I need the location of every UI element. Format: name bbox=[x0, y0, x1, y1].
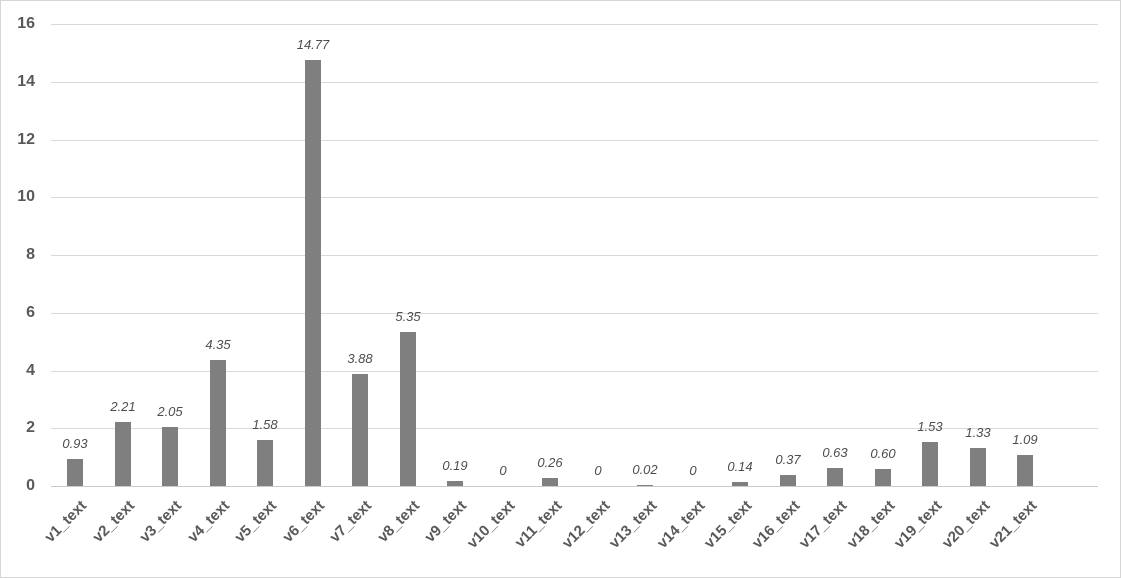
category-label-v15_text: v15_text bbox=[700, 497, 756, 552]
data-label-v6_text: 14.77 bbox=[296, 37, 330, 52]
y-tick-label: 4 bbox=[26, 362, 35, 379]
data-label-v3_text: 2.05 bbox=[157, 404, 183, 419]
category-label-v18_text: v18_text bbox=[843, 497, 899, 552]
y-tick-label: 14 bbox=[17, 73, 35, 90]
category-label-v3_text: v3_text bbox=[136, 497, 186, 546]
x-axis-line bbox=[51, 486, 1098, 487]
y-tick-label: 2 bbox=[26, 419, 35, 436]
bar-v16_text bbox=[780, 475, 796, 486]
category-label-v5_text: v5_text bbox=[231, 497, 281, 546]
bar-v11_text bbox=[542, 478, 558, 486]
bar-v15_text bbox=[732, 482, 748, 486]
data-label-v12_text: 0 bbox=[594, 463, 602, 478]
y-tick-label: 6 bbox=[26, 304, 35, 321]
category-label-v13_text: v13_text bbox=[605, 497, 661, 552]
y-tick-label: 0 bbox=[26, 477, 35, 494]
data-label-v9_text: 0.19 bbox=[442, 458, 468, 473]
category-label-v4_text: v4_text bbox=[184, 497, 234, 546]
gridline bbox=[51, 428, 1098, 429]
data-label-v5_text: 1.58 bbox=[252, 417, 278, 432]
data-label-v11_text: 0.26 bbox=[537, 455, 563, 470]
bar-v1_text bbox=[67, 459, 83, 486]
bar-v19_text bbox=[922, 442, 938, 486]
bar-v8_text bbox=[400, 332, 416, 486]
bar-v4_text bbox=[210, 360, 226, 486]
data-label-v21_text: 1.09 bbox=[1012, 432, 1038, 447]
bar-v13_text bbox=[637, 485, 653, 486]
data-label-v1_text: 0.93 bbox=[62, 436, 88, 451]
data-label-v19_text: 1.53 bbox=[917, 419, 943, 434]
bar-v6_text bbox=[305, 60, 321, 486]
bar-v17_text bbox=[827, 468, 843, 486]
bar-v20_text bbox=[970, 448, 986, 486]
data-label-v8_text: 5.35 bbox=[395, 309, 421, 324]
gridline bbox=[51, 82, 1098, 83]
category-label-v11_text: v11_text bbox=[511, 497, 566, 552]
data-label-v10_text: 0 bbox=[499, 463, 507, 478]
y-tick-label: 8 bbox=[26, 246, 35, 263]
data-label-v13_text: 0.02 bbox=[632, 462, 658, 477]
bar-v9_text bbox=[447, 481, 463, 486]
gridline bbox=[51, 140, 1098, 141]
y-tick-label: 16 bbox=[17, 15, 35, 32]
category-label-v6_text: v6_text bbox=[279, 497, 329, 546]
category-label-v20_text: v20_text bbox=[938, 497, 994, 552]
category-label-v2_text: v2_text bbox=[89, 497, 139, 546]
y-tick-label: 12 bbox=[17, 131, 35, 148]
data-label-v20_text: 1.33 bbox=[965, 425, 991, 440]
category-label-v19_text: v19_text bbox=[890, 497, 946, 552]
gridline bbox=[51, 24, 1098, 25]
gridline bbox=[51, 197, 1098, 198]
category-label-v21_text: v21_text bbox=[985, 497, 1041, 552]
bar-v5_text bbox=[257, 440, 273, 486]
data-label-v16_text: 0.37 bbox=[775, 452, 801, 467]
category-label-v1_text: v1_text bbox=[41, 497, 91, 546]
category-label-v16_text: v16_text bbox=[748, 497, 804, 552]
data-label-v14_text: 0 bbox=[689, 463, 697, 478]
gridline bbox=[51, 371, 1098, 372]
category-label-v10_text: v10_text bbox=[463, 497, 519, 552]
data-label-v2_text: 2.21 bbox=[110, 399, 136, 414]
category-label-v12_text: v12_text bbox=[558, 497, 614, 552]
category-label-v8_text: v8_text bbox=[374, 497, 424, 546]
data-label-v17_text: 0.63 bbox=[822, 445, 848, 460]
data-label-v18_text: 0.60 bbox=[870, 446, 896, 461]
category-label-v17_text: v17_text bbox=[795, 497, 851, 552]
y-tick-label: 10 bbox=[17, 188, 35, 205]
data-label-v4_text: 4.35 bbox=[205, 337, 231, 352]
gridline bbox=[51, 255, 1098, 256]
bar-v7_text bbox=[352, 374, 368, 486]
bar-v21_text bbox=[1017, 455, 1033, 486]
bar-v3_text bbox=[162, 427, 178, 486]
bar-v2_text bbox=[115, 422, 131, 486]
category-label-v14_text: v14_text bbox=[653, 497, 709, 552]
gridline bbox=[51, 313, 1098, 314]
bar-v18_text bbox=[875, 469, 891, 486]
category-label-v7_text: v7_text bbox=[326, 497, 376, 546]
data-label-v7_text: 3.88 bbox=[347, 351, 373, 366]
data-label-v15_text: 0.14 bbox=[727, 459, 753, 474]
